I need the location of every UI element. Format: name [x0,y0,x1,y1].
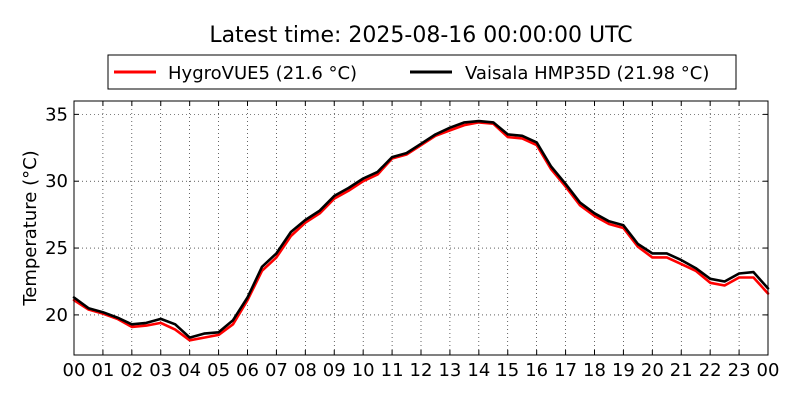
legend: HygroVUE5 (21.6 °C) Vaisala HMP35D (21.9… [107,54,737,90]
x-tick-label: 10 [352,360,375,381]
x-tick-label: 16 [525,360,548,381]
x-tick-label: 06 [236,360,259,381]
x-tick-label: 03 [149,360,172,381]
plot-area [73,100,769,356]
x-tick-label: 07 [265,360,288,381]
x-tick-label: 08 [294,360,317,381]
x-tick-label: 21 [670,360,693,381]
y-tick-label: 30 [45,171,68,192]
x-tick-label: 02 [120,360,143,381]
x-tick-label: 00 [757,360,780,381]
series-line-vaisala [72,119,770,339]
x-tick-label: 04 [178,360,201,381]
x-tick-label: 00 [63,360,86,381]
y-tick-label: 25 [45,238,68,259]
x-tick-label: 13 [438,360,461,381]
legend-label-vaisala: Vaisala HMP35D (21.98 °C) [465,63,709,84]
x-tick-label: 20 [641,360,664,381]
legend-label-hygrovue5: HygroVUE5 (21.6 °C) [168,63,357,84]
axes: 00 01 02 03 04 05 06 07 08 09 10 11 12 13 14 15 16 17 18 19… [45,101,779,381]
x-tick-label: 12 [410,360,433,381]
y-tick-label: 35 [45,104,68,125]
y-axis-label: Temperature (°C) [20,150,41,306]
series-layer [72,119,770,342]
x-tick-label: 01 [91,360,114,381]
x-tick-label: 15 [496,360,519,381]
x-tick-label: 19 [612,360,635,381]
x-tick-label: 14 [467,360,490,381]
x-tick-label: 22 [699,360,722,381]
grid [74,101,768,355]
x-tick-label: 18 [583,360,606,381]
y-tick-label: 20 [45,305,68,326]
x-tick-label: 17 [554,360,577,381]
x-tick-label: 05 [207,360,230,381]
series-line-hygrovue5 [72,121,770,342]
chart-title: Latest time: 2025-08-16 00:00:00 UTC [209,23,632,48]
x-tick-label: 09 [323,360,346,381]
x-tick-label: 11 [381,360,404,381]
x-tick-label: 23 [728,360,751,381]
